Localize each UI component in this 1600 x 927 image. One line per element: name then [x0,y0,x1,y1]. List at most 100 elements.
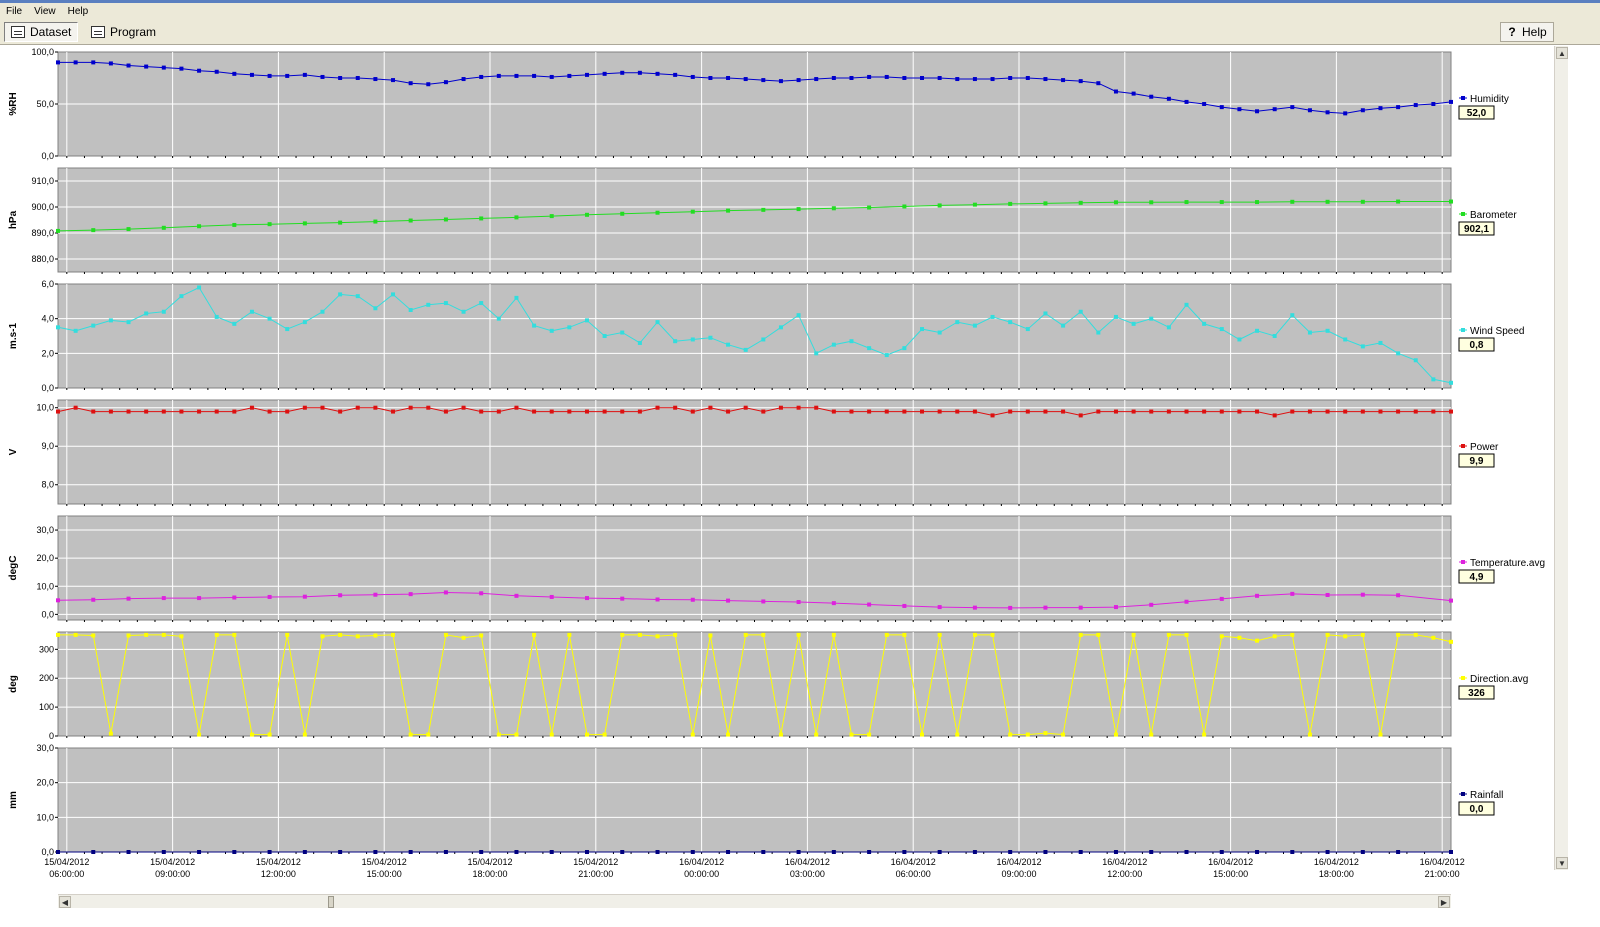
scroll-thumb[interactable] [328,896,334,908]
data-point [302,405,307,410]
data-point [1272,334,1277,338]
menu-view[interactable]: View [34,5,56,17]
data-point [91,597,96,602]
data-point [831,342,836,347]
data-point [214,69,219,74]
data-point [373,850,378,854]
data-point [532,73,537,78]
data-point [1343,409,1348,414]
help-button[interactable]: ? Help [1500,22,1554,42]
data-point [673,72,678,77]
series-line-Barometer [57,201,1451,232]
data-point [373,592,378,597]
scroll-down-arrow-icon[interactable]: ▼ [1556,857,1568,869]
data-point [496,316,501,321]
toolbar: Dataset Program ? Help [0,19,1600,45]
data-point [408,308,413,312]
data-point [56,632,60,637]
data-point [1202,732,1207,737]
data-point [1290,591,1295,596]
data-point [655,320,660,325]
data-point [1360,199,1365,204]
data-point [443,301,448,306]
data-point [197,732,202,737]
data-point [655,634,660,639]
y-tick-label: 8,0 [41,480,54,490]
data-point [1008,201,1013,206]
data-point [708,335,713,340]
data-point [902,409,907,414]
current-value: 0,8 [1470,340,1484,351]
data-point [126,850,131,854]
data-point [267,732,272,737]
data-point [1061,409,1066,414]
data-point [161,309,166,314]
data-point [584,318,589,323]
data-point [1396,850,1401,854]
data-point [1272,634,1277,639]
legend-marker [1461,212,1465,216]
data-point [1343,634,1348,639]
data-point [726,409,731,414]
y-tick-label: 10,0 [36,403,54,413]
data-point [567,325,572,330]
data-point [1166,632,1171,637]
scroll-left-arrow-icon[interactable]: ◀ [59,896,71,908]
vertical-scrollbar[interactable]: ▲ ▼ [1554,46,1568,870]
legend-marker [1461,560,1465,564]
data-point [955,732,960,737]
menu-file[interactable]: File [6,5,23,17]
data-point [1184,99,1189,104]
data-point [1255,409,1260,414]
data-point [867,205,872,210]
data-point [1043,201,1048,206]
data-point [126,409,131,414]
data-point [708,633,713,638]
data-point [937,409,942,414]
data-point [884,632,889,637]
data-point [726,76,731,80]
y-tick-label: 880,0 [31,254,54,264]
data-point [655,71,660,76]
data-point [461,405,466,410]
current-value-box [1458,685,1495,700]
scroll-right-arrow-icon[interactable]: ▶ [1438,896,1450,908]
data-point [761,632,766,637]
data-point [1360,592,1365,597]
data-point [302,72,307,77]
data-point [1149,200,1154,205]
data-point [849,76,854,80]
data-point [655,210,660,215]
data-point [1325,328,1330,333]
data-point [796,850,801,854]
data-point [338,632,343,637]
data-point [1290,409,1295,414]
data-point [91,228,96,233]
data-point [1325,409,1330,414]
data-point [338,409,343,414]
data-point [1325,110,1330,115]
data-point [1043,311,1048,316]
program-button[interactable]: Program [84,22,163,42]
data-point [1149,850,1154,854]
data-point [1449,639,1453,644]
x-tick-date: 15/04/2012 [467,857,512,867]
menu-help[interactable]: Help [67,5,89,17]
data-point [726,342,731,347]
y-tick-label: 30,0 [36,525,54,535]
data-point [1219,409,1224,414]
y-tick-label: 0,0 [41,847,54,857]
data-point [1449,598,1453,603]
y-axis-label: deg [8,675,19,693]
series-line-Temperature.avg [57,591,1452,609]
data-point [338,76,343,80]
data-point [391,292,396,297]
data-point [831,409,836,414]
data-point [1149,94,1154,99]
scroll-up-arrow-icon[interactable]: ▲ [1556,47,1568,59]
data-point [479,409,484,414]
data-point [1237,635,1242,640]
dataset-button[interactable]: Dataset [4,22,79,42]
data-point [1078,79,1083,84]
horizontal-scrollbar[interactable]: ◀ ▶ [58,894,1451,908]
